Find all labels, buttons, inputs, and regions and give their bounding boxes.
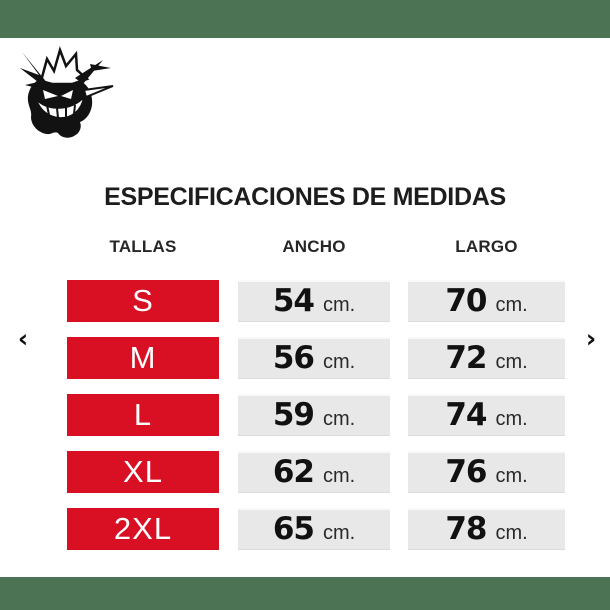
unit-label: cm. [495,351,528,373]
largo-cell: 76 cm. [408,451,565,493]
ancho-value: 59 [272,397,315,433]
ancho-cell: 59 cm. [238,394,390,436]
ancho-cell: 62 cm. [238,451,390,493]
header-tallas: TALLAS [109,237,177,256]
largo-cell: 78 cm. [408,508,565,550]
unit-label: cm. [322,465,356,487]
ancho-cell: 54 cm. [238,280,390,322]
size-label: XL [123,454,163,489]
carousel-prev-button[interactable]: ‹ [8,322,38,356]
size-table: S 54 cm. 70 cm. M 56 cm. 72 cm. L [67,280,565,565]
largo-cell: 74 cm. [408,394,565,436]
table-row-s: S 54 cm. 70 cm. [67,280,565,322]
page-title: ESPECIFICACIONES DE MEDIDAS [104,183,506,211]
size-badge: S [67,280,219,322]
chevron-left-icon: ‹ [17,324,29,353]
ancho-cell: 56 cm. [238,337,390,379]
size-label: 2XL [113,511,173,546]
size-badge: L [67,394,219,436]
gengar-logo-icon [13,44,115,139]
largo-value: 70 [445,283,487,319]
largo-value: 78 [445,511,487,547]
ancho-cell: 65 cm. [238,508,390,550]
unit-label: cm. [322,294,356,316]
header-largo: LARGO [455,237,518,256]
table-row-l: L 59 cm. 74 cm. [67,394,565,436]
bottom-band [0,577,610,610]
unit-label: cm. [322,351,356,373]
size-label: S [132,283,154,318]
size-label: M [129,340,157,375]
chevron-right-icon: › [585,324,597,353]
unit-label: cm. [495,465,528,487]
ancho-value: 56 [272,340,315,376]
ancho-value: 65 [272,511,315,547]
size-badge: M [67,337,219,379]
size-label: L [133,397,153,432]
unit-label: cm. [322,522,356,544]
largo-cell: 72 cm. [408,337,565,379]
size-badge: XL [67,451,219,493]
table-row-m: M 56 cm. 72 cm. [67,337,565,379]
largo-value: 76 [445,454,487,490]
unit-label: cm. [495,408,528,430]
table-row-2xl: 2XL 65 cm. 78 cm. [67,508,565,550]
unit-label: cm. [322,408,356,430]
table-row-xl: XL 62 cm. 76 cm. [67,451,565,493]
table-header-row: TALLAS ANCHO LARGO [67,237,565,257]
unit-label: cm. [495,522,528,544]
size-badge: 2XL [67,508,219,550]
largo-value: 74 [445,397,487,433]
largo-cell: 70 cm. [408,280,565,322]
ancho-value: 54 [272,283,315,319]
largo-value: 72 [445,340,487,376]
ancho-value: 62 [272,454,315,490]
carousel-next-button[interactable]: › [576,322,606,356]
top-band [0,0,610,38]
header-ancho: ANCHO [282,237,346,256]
unit-label: cm. [495,294,528,316]
